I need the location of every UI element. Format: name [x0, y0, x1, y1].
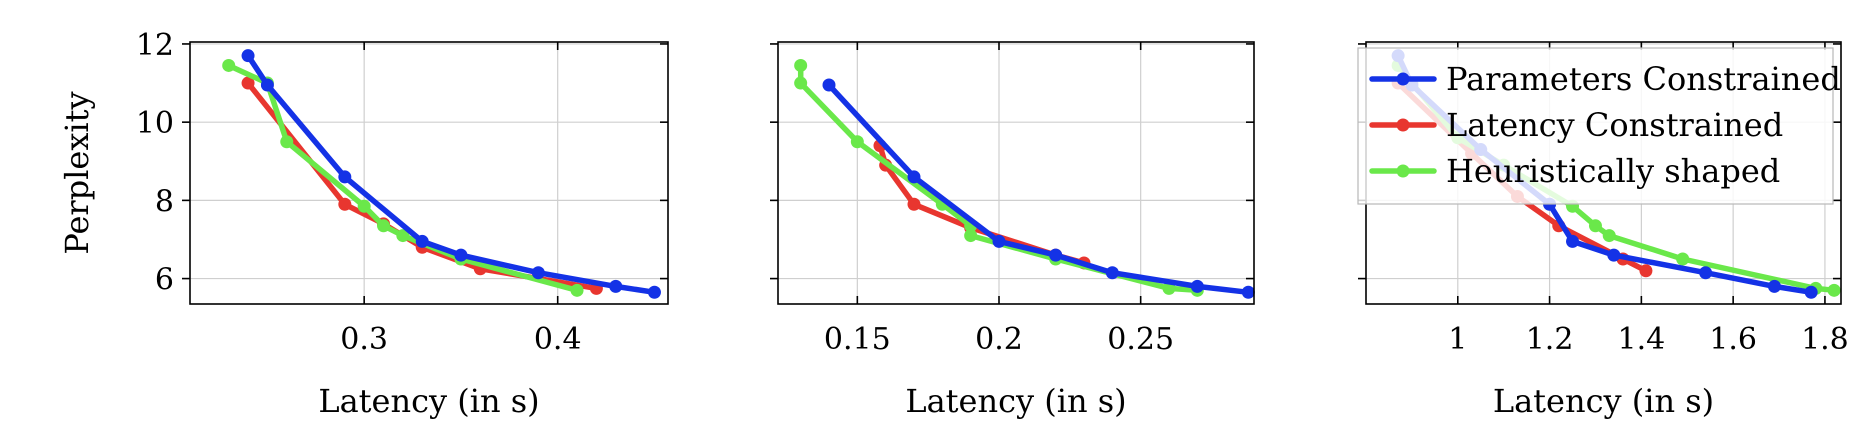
- x-axis-label: Latency (in s): [1493, 382, 1714, 420]
- series-line-parameters-constrained: [245, 52, 658, 296]
- x-tick-label: 0.4: [534, 322, 582, 357]
- legend-label-latency-constrained: Latency Constrained: [1446, 106, 1783, 144]
- data-point-heuristically-shaped: [1588, 219, 1602, 233]
- legend-marker-parameters-constrained: [1396, 72, 1410, 86]
- x-tick-label: 0.25: [1107, 322, 1174, 357]
- y-tick-label: 10: [136, 106, 174, 141]
- y-axis-label: Perplexity: [58, 91, 96, 254]
- data-point-parameters-constrained: [1241, 285, 1255, 299]
- x-tick-label: 0.2: [975, 322, 1023, 357]
- legend-label-parameters-constrained: Parameters Constrained: [1446, 60, 1841, 98]
- data-point-parameters-constrained: [609, 279, 623, 293]
- x-tick-label: 1.8: [1801, 322, 1849, 357]
- data-point-latency-constrained: [241, 76, 255, 90]
- data-point-heuristically-shaped: [794, 58, 808, 72]
- data-point-parameters-constrained: [992, 234, 1006, 248]
- x-axis-label: Latency (in s): [318, 382, 539, 420]
- data-point-parameters-constrained: [1804, 285, 1818, 299]
- chart-panel-3: 1 1.2 1.4 1.6 1.8 Latency (in s) Parameters Co…: [1357, 41, 1849, 420]
- data-point-parameters-constrained: [415, 234, 429, 248]
- chart-panel-2: 0.15 0.2 0.25 Latency (in s): [770, 41, 1255, 420]
- data-point-latency-constrained: [907, 197, 921, 211]
- data-point-parameters-constrained: [1699, 266, 1713, 280]
- data-point-heuristically-shaped: [964, 229, 978, 243]
- series-line-latency-constrained: [245, 80, 600, 292]
- legend: Parameters Constrained Latency Constraine…: [1357, 47, 1841, 205]
- y-tick-label: 6: [155, 263, 174, 298]
- data-point-heuristically-shaped: [1602, 229, 1616, 243]
- legend-label-heuristically-shaped: Heuristically shaped: [1446, 152, 1780, 190]
- data-point-heuristically-shaped: [794, 76, 808, 90]
- y-tick-label: 8: [155, 184, 174, 219]
- x-axis-label: Latency (in s): [905, 382, 1126, 420]
- x-tick-label: 1.2: [1526, 322, 1574, 357]
- data-point-parameters-constrained: [241, 49, 255, 63]
- data-point-parameters-constrained: [1190, 279, 1204, 293]
- plot-frame: [777, 41, 1255, 305]
- data-point-latency-constrained: [1639, 264, 1653, 278]
- plot-frame: [189, 41, 669, 305]
- data-point-heuristically-shaped: [570, 283, 584, 297]
- data-point-heuristically-shaped: [280, 135, 294, 149]
- x-tick-label: 0.3: [340, 322, 388, 357]
- data-point-parameters-constrained: [1105, 266, 1119, 280]
- legend-marker-latency-constrained: [1396, 118, 1410, 132]
- y-tick-label: 12: [136, 28, 174, 63]
- data-point-latency-constrained: [338, 197, 352, 211]
- legend-box: [1357, 47, 1834, 205]
- data-point-parameters-constrained: [1767, 279, 1781, 293]
- data-point-parameters-constrained: [1566, 234, 1580, 248]
- x-tick-label: 1.4: [1618, 322, 1666, 357]
- data-point-parameters-constrained: [454, 248, 468, 262]
- data-point-parameters-constrained: [338, 170, 352, 184]
- data-point-parameters-constrained: [1049, 248, 1063, 262]
- x-tick-label: 0.15: [824, 322, 891, 357]
- data-point-heuristically-shaped: [850, 135, 864, 149]
- data-point-parameters-constrained: [647, 285, 661, 299]
- chart-panel-1: 0.3 0.4 6 8 10 12 Latency (in s) Perplexity: [58, 28, 669, 420]
- data-point-heuristically-shaped: [377, 219, 391, 233]
- x-tick-label: 1: [1448, 322, 1467, 357]
- data-point-heuristically-shaped: [222, 58, 236, 72]
- legend-marker-heuristically-shaped: [1396, 164, 1410, 178]
- data-point-heuristically-shaped: [357, 199, 371, 213]
- data-point-heuristically-shaped: [1827, 283, 1841, 297]
- data-point-heuristically-shaped: [396, 229, 410, 243]
- x-tick-label: 1.6: [1709, 322, 1757, 357]
- data-point-parameters-constrained: [822, 78, 836, 92]
- data-point-heuristically-shaped: [1676, 252, 1690, 266]
- data-point-parameters-constrained: [1607, 248, 1621, 262]
- data-point-parameters-constrained: [907, 170, 921, 184]
- data-point-parameters-constrained: [531, 266, 545, 280]
- data-point-parameters-constrained: [260, 78, 274, 92]
- series-line-parameters-constrained: [826, 82, 1252, 296]
